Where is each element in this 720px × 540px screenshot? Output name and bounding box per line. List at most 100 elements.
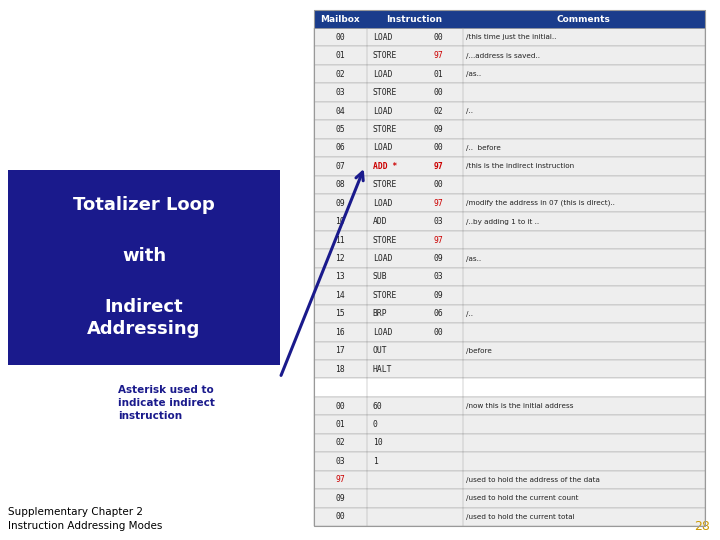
Text: Mailbox: Mailbox [320, 15, 360, 24]
Text: Totalizer Loop: Totalizer Loop [73, 196, 215, 214]
Text: 17: 17 [336, 346, 346, 355]
Text: 06: 06 [336, 144, 346, 152]
Text: /this time just the initial..: /this time just the initial.. [466, 34, 556, 40]
Text: 00: 00 [336, 512, 346, 521]
Bar [314, 452, 705, 471]
Text: 00: 00 [433, 180, 443, 190]
Bar [314, 10, 705, 526]
Text: 60: 60 [373, 402, 382, 410]
Text: /..: /.. [466, 108, 473, 114]
Text: /as..: /as.. [466, 255, 481, 261]
Bar [314, 268, 705, 286]
Text: 12: 12 [336, 254, 346, 263]
Text: LOAD: LOAD [373, 70, 392, 79]
Text: LOAD: LOAD [373, 328, 392, 337]
Text: 08: 08 [336, 180, 346, 190]
Text: 00: 00 [336, 402, 346, 410]
Text: LOAD: LOAD [373, 33, 392, 42]
Text: 10: 10 [336, 217, 346, 226]
Text: STORE: STORE [373, 291, 397, 300]
Text: STORE: STORE [373, 125, 397, 134]
Text: 14: 14 [336, 291, 346, 300]
Text: LOAD: LOAD [373, 144, 392, 152]
Text: 18: 18 [336, 364, 346, 374]
Bar [314, 46, 705, 65]
Text: 09: 09 [336, 199, 346, 208]
Text: 01: 01 [336, 420, 346, 429]
Text: ADD *: ADD * [373, 162, 397, 171]
Bar [314, 286, 705, 305]
Text: LOAD: LOAD [373, 254, 392, 263]
Bar [314, 10, 705, 28]
Text: STORE: STORE [373, 180, 397, 190]
Bar [314, 65, 705, 83]
Text: /this is the indirect instruction: /this is the indirect instruction [466, 163, 574, 170]
Bar [314, 231, 705, 249]
Text: Instruction Addressing Modes: Instruction Addressing Modes [8, 521, 163, 531]
Text: 03: 03 [433, 273, 443, 281]
Bar [314, 194, 705, 212]
Bar [314, 176, 705, 194]
Bar [314, 305, 705, 323]
Text: 07: 07 [336, 162, 346, 171]
Text: 97: 97 [433, 51, 443, 60]
Text: 00: 00 [433, 144, 443, 152]
Text: 00: 00 [433, 33, 443, 42]
Text: 02: 02 [336, 70, 346, 79]
Bar [314, 157, 705, 176]
Text: 97: 97 [336, 475, 346, 484]
Bar [314, 120, 705, 139]
Text: 09: 09 [433, 125, 443, 134]
Text: 00: 00 [433, 328, 443, 337]
Bar [314, 508, 705, 526]
Text: 05: 05 [336, 125, 346, 134]
Bar [314, 434, 705, 452]
Text: 06: 06 [433, 309, 443, 319]
Text: /used to hold the current total: /used to hold the current total [466, 514, 575, 520]
Text: /..by adding 1 to it ..: /..by adding 1 to it .. [466, 219, 539, 225]
Text: 03: 03 [433, 217, 443, 226]
Text: Supplementary Chapter 2: Supplementary Chapter 2 [8, 507, 143, 517]
Text: /...address is saved..: /...address is saved.. [466, 53, 540, 59]
Bar [314, 249, 705, 268]
Bar [314, 102, 705, 120]
Text: STORE: STORE [373, 51, 397, 60]
Text: 02: 02 [433, 106, 443, 116]
Bar [314, 471, 705, 489]
Text: 01: 01 [336, 51, 346, 60]
Bar [314, 415, 705, 434]
Text: 09: 09 [433, 254, 443, 263]
Text: 15: 15 [336, 309, 346, 319]
Text: OUT: OUT [373, 346, 387, 355]
Text: SUB: SUB [373, 273, 387, 281]
Text: Asterisk used to
indicate indirect
instruction: Asterisk used to indicate indirect instr… [118, 385, 215, 421]
Text: STORE: STORE [373, 235, 397, 245]
Text: Indirect
Addressing: Indirect Addressing [87, 298, 201, 338]
Bar [314, 28, 705, 46]
Text: ADD: ADD [373, 217, 387, 226]
Text: BRP: BRP [373, 309, 387, 319]
Text: with: with [122, 247, 166, 265]
Bar [8, 170, 280, 365]
Bar [314, 212, 705, 231]
Bar [314, 342, 705, 360]
Text: LOAD: LOAD [373, 106, 392, 116]
Bar [314, 360, 705, 379]
Text: 97: 97 [433, 199, 443, 208]
Text: 13: 13 [336, 273, 346, 281]
Text: 03: 03 [336, 457, 346, 466]
Text: /..: /.. [466, 311, 473, 317]
Bar [314, 379, 705, 397]
Text: 00: 00 [433, 88, 443, 97]
Text: /used to hold the address of the data: /used to hold the address of the data [466, 477, 600, 483]
Text: /before: /before [466, 348, 492, 354]
Text: 03: 03 [336, 88, 346, 97]
Bar [314, 323, 705, 342]
Text: STORE: STORE [373, 88, 397, 97]
Text: 16: 16 [336, 328, 346, 337]
Text: 10: 10 [373, 438, 382, 448]
Text: 02: 02 [336, 438, 346, 448]
Bar [314, 83, 705, 102]
Text: 00: 00 [336, 33, 346, 42]
Text: /now this is the initial address: /now this is the initial address [466, 403, 573, 409]
